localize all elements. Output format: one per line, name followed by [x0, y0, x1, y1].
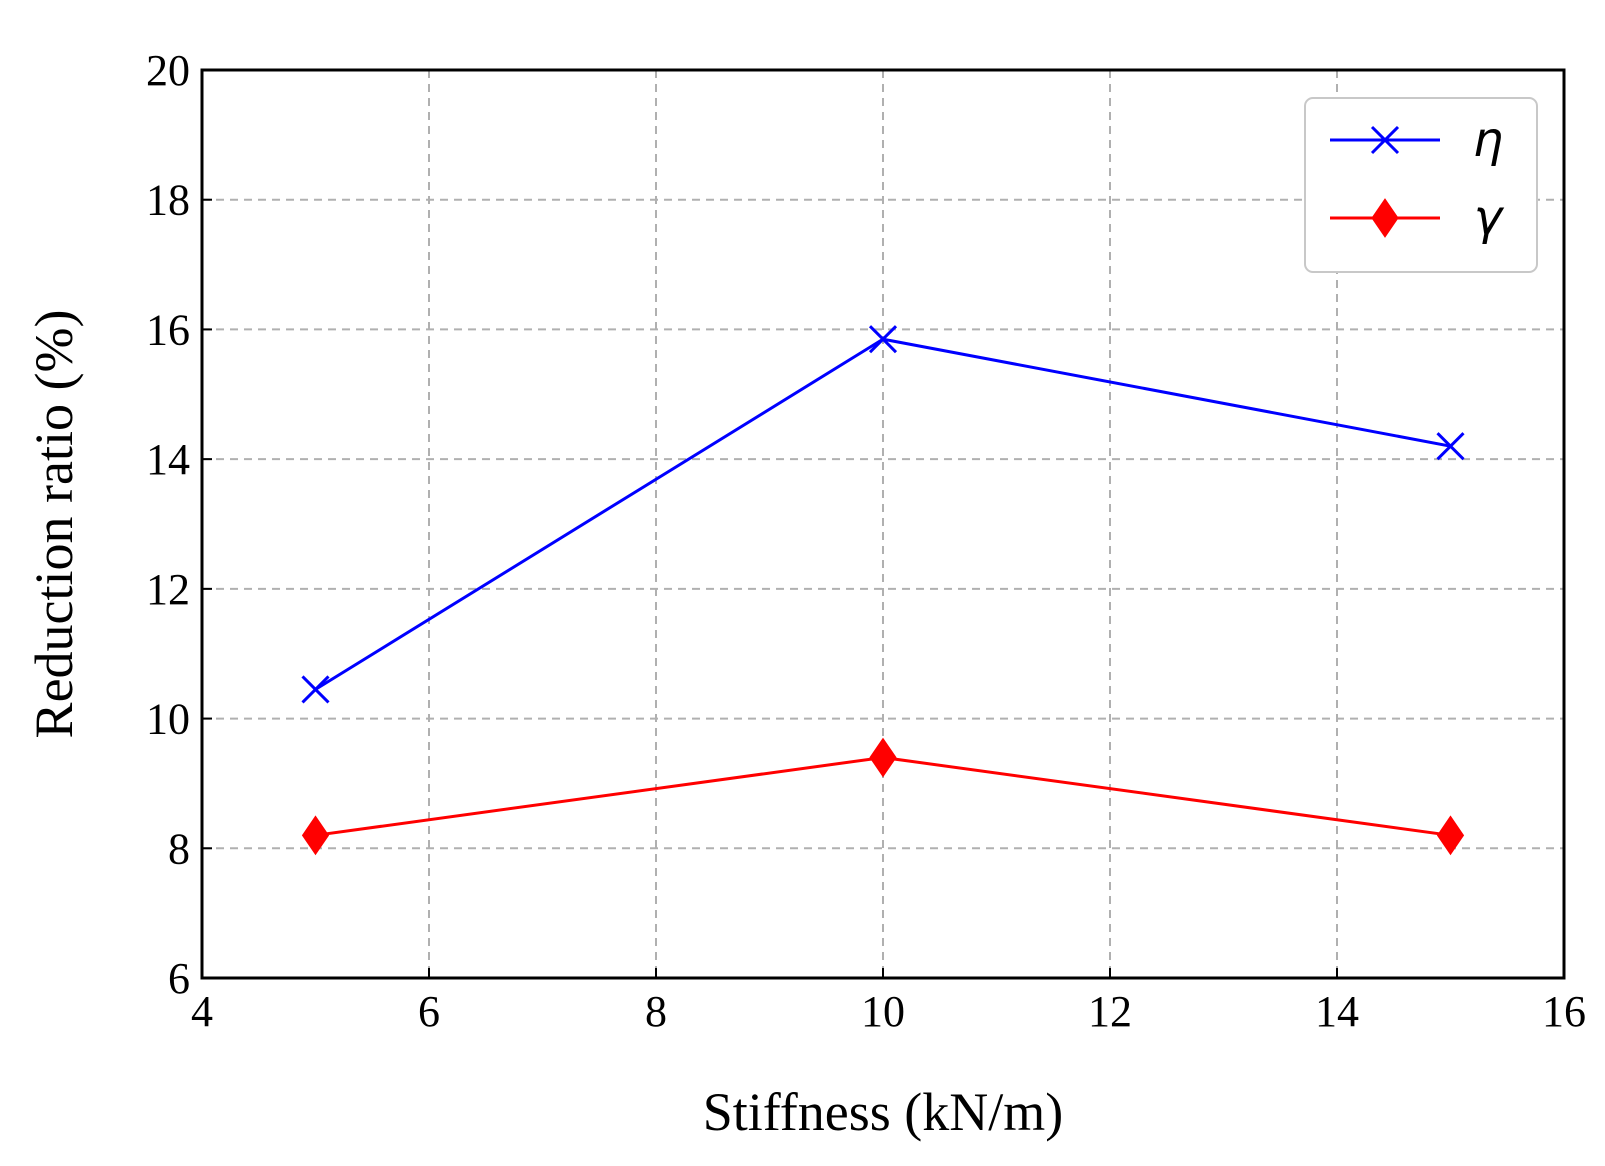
series-gamma — [301, 737, 1465, 856]
y-tick-label: 18 — [146, 176, 190, 225]
y-tick-label: 6 — [168, 954, 190, 1003]
legend-entry: η — [1330, 112, 1503, 168]
y-tick-label: 16 — [146, 305, 190, 354]
legend-entry: γ — [1330, 190, 1505, 246]
series-layer — [301, 325, 1465, 856]
y-tick-label: 20 — [146, 46, 190, 95]
x-axis-title: Stiffness (kN/m) — [703, 1082, 1064, 1142]
data-point — [301, 815, 330, 856]
y-tick-label: 10 — [146, 695, 190, 744]
data-point — [868, 325, 898, 354]
x-tick-label: 12 — [1088, 987, 1132, 1036]
legend-label: γ — [1474, 190, 1505, 246]
series-eta — [301, 325, 1465, 704]
grid-lines — [202, 70, 1564, 978]
legend-marker — [1371, 198, 1399, 238]
data-point — [869, 737, 897, 778]
x-tick-label: 16 — [1542, 987, 1586, 1036]
y-axis-title: Reduction ratio (%) — [24, 310, 84, 739]
data-point — [1436, 432, 1465, 461]
y-tick-label: 12 — [146, 565, 190, 614]
y-tick-label: 14 — [146, 435, 190, 484]
x-tick-label: 6 — [418, 987, 440, 1036]
data-point — [1436, 815, 1465, 856]
x-tick-label: 10 — [861, 987, 905, 1036]
legend: ηγ — [1304, 97, 1538, 273]
y-tick-label: 8 — [168, 824, 190, 873]
legend-marker — [1370, 125, 1400, 155]
x-tick-label: 8 — [645, 987, 667, 1036]
x-tick-label: 4 — [191, 987, 213, 1036]
legend-label: η — [1473, 112, 1503, 168]
data-point — [301, 675, 330, 704]
x-tick-label: 14 — [1315, 987, 1359, 1036]
